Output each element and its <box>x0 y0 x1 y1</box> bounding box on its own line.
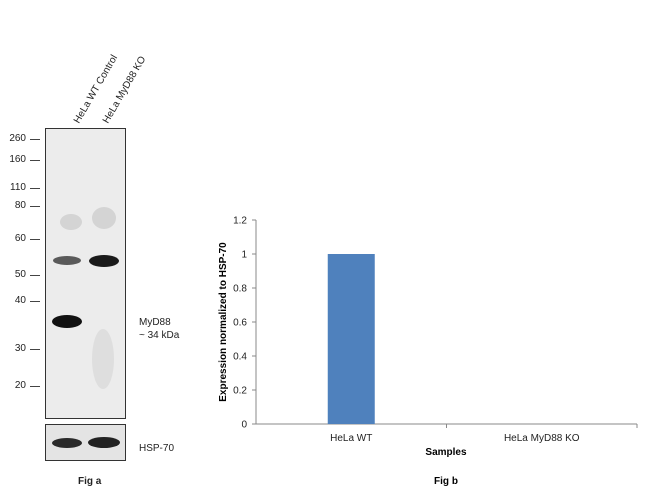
y-tick-label: 0.4 <box>233 352 247 363</box>
mw-tick <box>30 206 40 207</box>
band-ko-50kda <box>89 255 119 267</box>
mw-marker-110: 110 <box>10 182 26 193</box>
y-tick-label: 1 <box>241 250 247 261</box>
mw-marker-80: 80 <box>14 200 26 211</box>
blot-image-hsp70 <box>45 424 126 461</box>
background-smear <box>92 329 114 389</box>
y-tick-label: 0.6 <box>233 318 247 329</box>
x-tick-label: HeLa WT <box>330 433 372 444</box>
mw-tick <box>30 301 40 302</box>
mw-marker-160: 160 <box>9 154 26 165</box>
y-tick-label: 0.8 <box>233 284 247 295</box>
mw-tick <box>30 239 40 240</box>
target-label-name: MyD88 <box>139 317 171 328</box>
mw-marker-260: 260 <box>9 133 26 144</box>
x-tick-label: HeLa MyD88 KO <box>504 433 580 444</box>
mw-marker-50: 50 <box>14 269 26 280</box>
band-wt-hsp70 <box>52 438 82 448</box>
background-smear <box>60 214 82 230</box>
mw-tick <box>30 188 40 189</box>
y-axis-label: Expression normalized to HSP-70 <box>218 242 229 402</box>
y-tick-label: 1.2 <box>233 216 247 227</box>
mw-tick <box>30 386 40 387</box>
mw-marker-30: 30 <box>14 343 26 354</box>
fig-a-label: Fig a <box>78 476 102 487</box>
bar-hela-wt <box>327 254 375 424</box>
mw-tick <box>30 160 40 161</box>
x-axis-label: Samples <box>425 447 467 458</box>
y-tick-label: 0.2 <box>233 386 247 397</box>
y-tick-label: 0 <box>241 420 247 431</box>
mw-marker-20: 20 <box>14 380 26 391</box>
target-label-size: ~ 34 kDa <box>139 330 180 341</box>
mw-tick <box>30 139 40 140</box>
background-smear <box>92 207 116 229</box>
band-ko-hsp70 <box>88 437 120 448</box>
band-wt-myd88 <box>52 315 82 328</box>
mw-tick <box>30 275 40 276</box>
loading-control-label: HSP-70 <box>139 443 175 454</box>
fig-b-label: Fig b <box>434 476 458 487</box>
mw-tick <box>30 349 40 350</box>
band-wt-50kda <box>53 256 81 265</box>
mw-marker-60: 60 <box>14 233 26 244</box>
blot-image-main <box>45 128 126 419</box>
mw-marker-40: 40 <box>14 295 26 306</box>
